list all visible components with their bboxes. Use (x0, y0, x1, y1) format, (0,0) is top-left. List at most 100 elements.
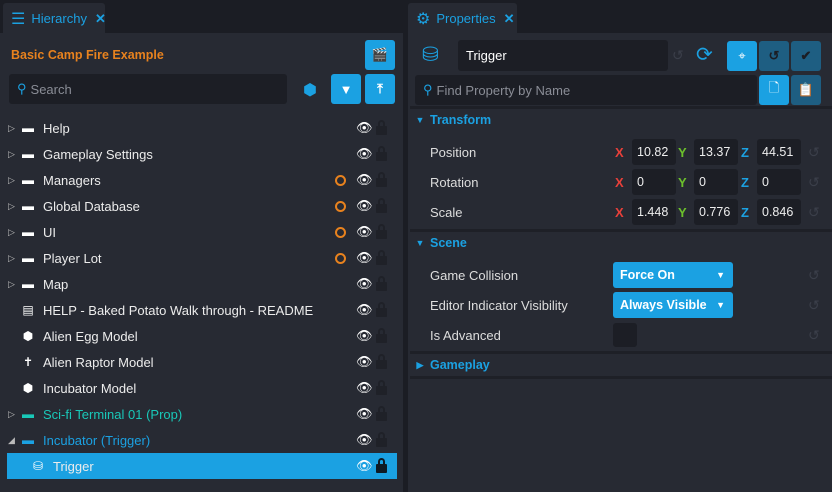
collapsed-arrow-icon[interactable]: ▷ (8, 174, 15, 185)
object-filter-icon[interactable]: ⬢ (303, 82, 317, 99)
eye-icon[interactable]: 👁 (356, 120, 373, 135)
object-name-input[interactable]: Trigger (458, 40, 668, 71)
tab-properties-label: Properties (436, 11, 496, 26)
upload-button[interactable]: ⤒ (365, 74, 395, 104)
tab-properties[interactable]: ⚙ Properties ✕ (408, 3, 517, 34)
is-advanced-checkbox[interactable] (613, 323, 637, 347)
lock-icon[interactable] (376, 328, 387, 343)
is-advanced-label: Is Advanced (430, 327, 501, 343)
eye-icon[interactable]: 👁 (356, 354, 373, 369)
eye-icon[interactable]: 👁 (356, 250, 373, 265)
position-z-input[interactable]: 44.51 (757, 139, 801, 165)
expanded-arrow-icon[interactable]: ◢ (8, 434, 15, 445)
reset-icon[interactable]: ↺ (808, 297, 820, 313)
eye-icon[interactable]: 👁 (356, 146, 373, 161)
apply-button[interactable]: ✔ (791, 41, 821, 71)
eye-icon[interactable]: 👁 (356, 380, 373, 395)
hierarchy-item[interactable]: ▷ ▬ Global Database 👁 (7, 193, 397, 219)
locate-button[interactable]: ⌖ (727, 41, 757, 71)
scale-z-input[interactable]: 0.846 (757, 199, 801, 225)
eye-icon[interactable]: 👁 (356, 458, 373, 473)
scale-x-input[interactable]: 1.448 (632, 199, 676, 225)
hierarchy-item[interactable]: ▷ ▬ Help 👁 (7, 115, 397, 141)
lock-icon[interactable] (376, 224, 387, 239)
collapsed-arrow-icon[interactable]: ▷ (8, 200, 15, 211)
collapsed-arrow-icon[interactable]: ▷ (8, 278, 15, 289)
collapsed-arrow-icon[interactable]: ▷ (8, 148, 15, 159)
hierarchy-item[interactable]: ⬢ Incubator Model 👁 (7, 375, 397, 401)
lock-icon[interactable] (376, 172, 387, 187)
folder-icon: ▬ (22, 173, 34, 187)
reset-icon[interactable]: ↺ (808, 267, 820, 283)
revert-button[interactable]: ↺ (759, 41, 789, 71)
hierarchy-item[interactable]: ⬢ Alien Egg Model 👁 (7, 323, 397, 349)
lock-icon[interactable] (376, 406, 387, 421)
network-cube-icon[interactable]: ⟳ (696, 44, 713, 66)
section-gameplay[interactable]: ▶ Gameplay (410, 354, 832, 376)
lock-icon[interactable] (376, 198, 387, 213)
lock-icon[interactable] (376, 354, 387, 369)
name-reset-icon[interactable]: ↺ (672, 47, 684, 63)
editor-visibility-dropdown[interactable]: Always Visible ▼ (613, 292, 733, 318)
filter-button[interactable]: ▼ (331, 74, 361, 104)
eye-icon[interactable]: 👁 (356, 302, 373, 317)
rotation-y-input[interactable]: 0 (694, 169, 738, 195)
position-x-input[interactable]: 10.82 (632, 139, 676, 165)
collapsed-arrow-icon[interactable]: ▷ (8, 408, 15, 419)
reset-icon[interactable]: ↺ (808, 327, 820, 343)
hierarchy-item[interactable]: ▷ ▬ Gameplay Settings 👁 (7, 141, 397, 167)
hierarchy-item[interactable]: ▷ ▬ Sci-fi Terminal 01 (Prop) 👁 (7, 401, 397, 427)
collapsed-arrow-icon[interactable]: ▷ (8, 226, 15, 237)
hierarchy-item-label: Trigger (53, 458, 94, 474)
eye-icon[interactable]: 👁 (356, 172, 373, 187)
game-collision-dropdown[interactable]: Force On ▼ (613, 262, 733, 288)
collapsed-arrow-icon[interactable]: ▷ (8, 252, 15, 263)
lock-icon[interactable] (376, 302, 387, 317)
object-name-value: Trigger (466, 48, 507, 63)
clapperboard-button[interactable]: 🎬 (365, 40, 395, 70)
hierarchy-item-label: Incubator (Trigger) (43, 432, 151, 448)
hierarchy-item[interactable]: ▷ ▬ Map 👁 (7, 271, 397, 297)
lock-icon[interactable] (376, 146, 387, 161)
lock-icon[interactable] (376, 380, 387, 395)
search-input[interactable]: ⚲ Search (9, 74, 287, 104)
hierarchy-item[interactable]: ▤ HELP - Baked Potato Walk through - READ… (7, 297, 397, 323)
position-y-input[interactable]: 13.37 (694, 139, 738, 165)
rotation-z-input[interactable]: 0 (757, 169, 801, 195)
close-icon[interactable]: ✕ (94, 10, 106, 26)
tab-hierarchy[interactable]: ☰ Hierarchy ✕ (3, 3, 106, 34)
property-search-input[interactable]: ⚲ Find Property by Name (415, 75, 757, 105)
paste-button[interactable]: 📋 (791, 75, 821, 105)
axis-x-label: X (615, 205, 624, 220)
hierarchy-item[interactable]: ✝ Alien Raptor Model 👁 (7, 349, 397, 375)
search-placeholder: Search (30, 81, 72, 97)
reset-icon[interactable]: ↺ (808, 144, 820, 160)
lock-icon[interactable] (376, 120, 387, 135)
hierarchy-item[interactable]: ▷ ▬ Managers 👁 (7, 167, 397, 193)
rotation-x-input[interactable]: 0 (632, 169, 676, 195)
lock-icon[interactable] (376, 276, 387, 291)
collapsed-arrow-icon[interactable]: ▷ (8, 122, 15, 133)
reset-icon[interactable]: ↺ (808, 174, 820, 190)
close-icon[interactable]: ✕ (503, 10, 515, 26)
hierarchy-item[interactable]: ▷ ▬ Player Lot 👁 (7, 245, 397, 271)
lock-icon[interactable] (376, 250, 387, 265)
hierarchy-item[interactable]: ⛁ Trigger 👁 (7, 453, 397, 479)
eye-icon[interactable]: 👁 (356, 328, 373, 343)
eye-icon[interactable]: 👁 (356, 432, 373, 447)
hierarchy-item[interactable]: ▷ ▬ UI 👁 (7, 219, 397, 245)
eye-icon[interactable]: 👁 (356, 406, 373, 421)
divider (410, 351, 832, 354)
eye-icon[interactable]: 👁 (356, 224, 373, 239)
eye-icon[interactable]: 👁 (356, 198, 373, 213)
section-transform[interactable]: ▼ Transform (410, 109, 832, 131)
section-scene[interactable]: ▼ Scene (410, 232, 832, 254)
lock-icon[interactable] (376, 458, 387, 473)
lock-icon[interactable] (376, 432, 387, 447)
upload-icon: ⤒ (377, 81, 383, 96)
scale-y-input[interactable]: 0.776 (694, 199, 738, 225)
eye-icon[interactable]: 👁 (356, 276, 373, 291)
copy-button[interactable]: 🗋 (759, 75, 789, 105)
hierarchy-item[interactable]: ◢ ▬ Incubator (Trigger) 👁 (7, 427, 397, 453)
reset-icon[interactable]: ↺ (808, 204, 820, 220)
